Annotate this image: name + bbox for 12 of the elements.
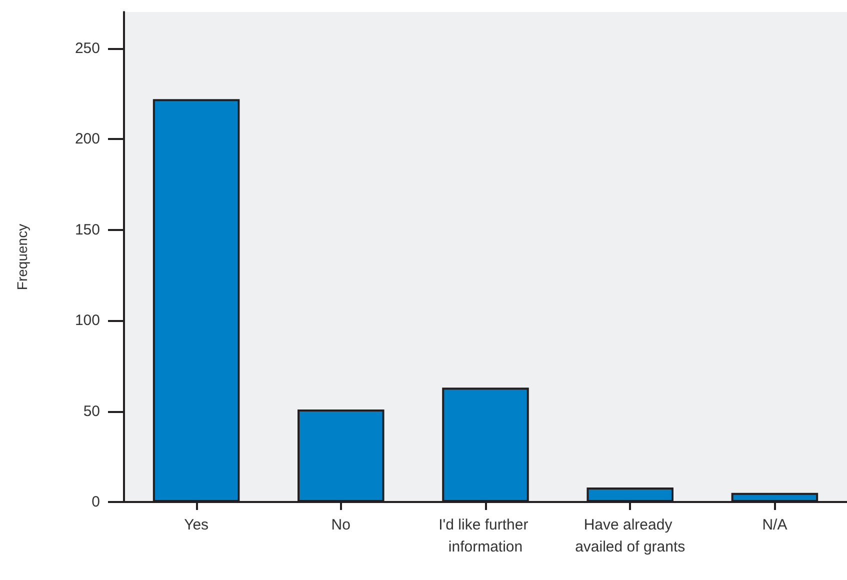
y-axis-title: Frequency — [14, 224, 30, 290]
y-tick-label: 250 — [74, 40, 100, 57]
y-tick-label: 50 — [83, 402, 100, 420]
x-tick-label: N/A — [762, 516, 788, 534]
y-tick-label: 0 — [92, 494, 100, 510]
y-tick-label: 200 — [74, 130, 100, 148]
x-tick-label: Have already availed of grants — [575, 516, 686, 556]
x-tick-label: Yes — [184, 516, 209, 534]
x-tick-label: I'd like further information — [438, 516, 532, 556]
y-tick-label: 150 — [74, 221, 100, 238]
y-tick-label: 100 — [74, 312, 100, 330]
x-tick-label: No — [331, 516, 350, 534]
